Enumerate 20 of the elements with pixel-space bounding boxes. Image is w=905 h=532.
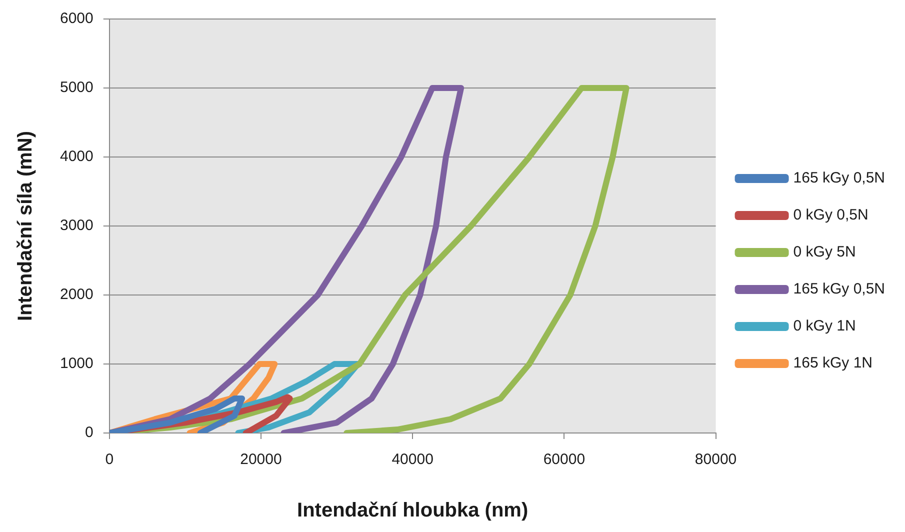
legend-label: 0 kGy 1N <box>793 318 856 335</box>
y-axis-title: Intendační síla (mN) <box>14 130 37 322</box>
legend-label: 165 kGy 0,5N <box>793 280 886 298</box>
x-tick-label: 60000 <box>543 451 586 468</box>
y-tick-label: 6000 <box>60 10 94 28</box>
legend-label: 0 kGy 0,5N <box>793 206 868 224</box>
y-tick-label: 3000 <box>60 217 94 234</box>
x-tick-label: 40000 <box>392 451 434 468</box>
y-tick-label: 2000 <box>60 286 94 304</box>
y-tick-label: 1000 <box>60 355 94 372</box>
x-axis-title: Intendační hloubka (nm) <box>297 500 528 522</box>
y-tick-label: 0 <box>85 424 94 442</box>
legend-label: 165 kGy 0,5N <box>793 170 886 187</box>
x-tick-label: 0 <box>105 451 114 468</box>
legend-label: 165 kGy 1N <box>793 354 873 372</box>
x-tick-label: 80000 <box>694 451 737 468</box>
y-tick-label: 4000 <box>60 148 94 166</box>
y-tick-label: 5000 <box>60 79 94 96</box>
legend-label: 0 kGy 5N <box>793 244 856 261</box>
x-tick-label: 20000 <box>240 451 282 468</box>
